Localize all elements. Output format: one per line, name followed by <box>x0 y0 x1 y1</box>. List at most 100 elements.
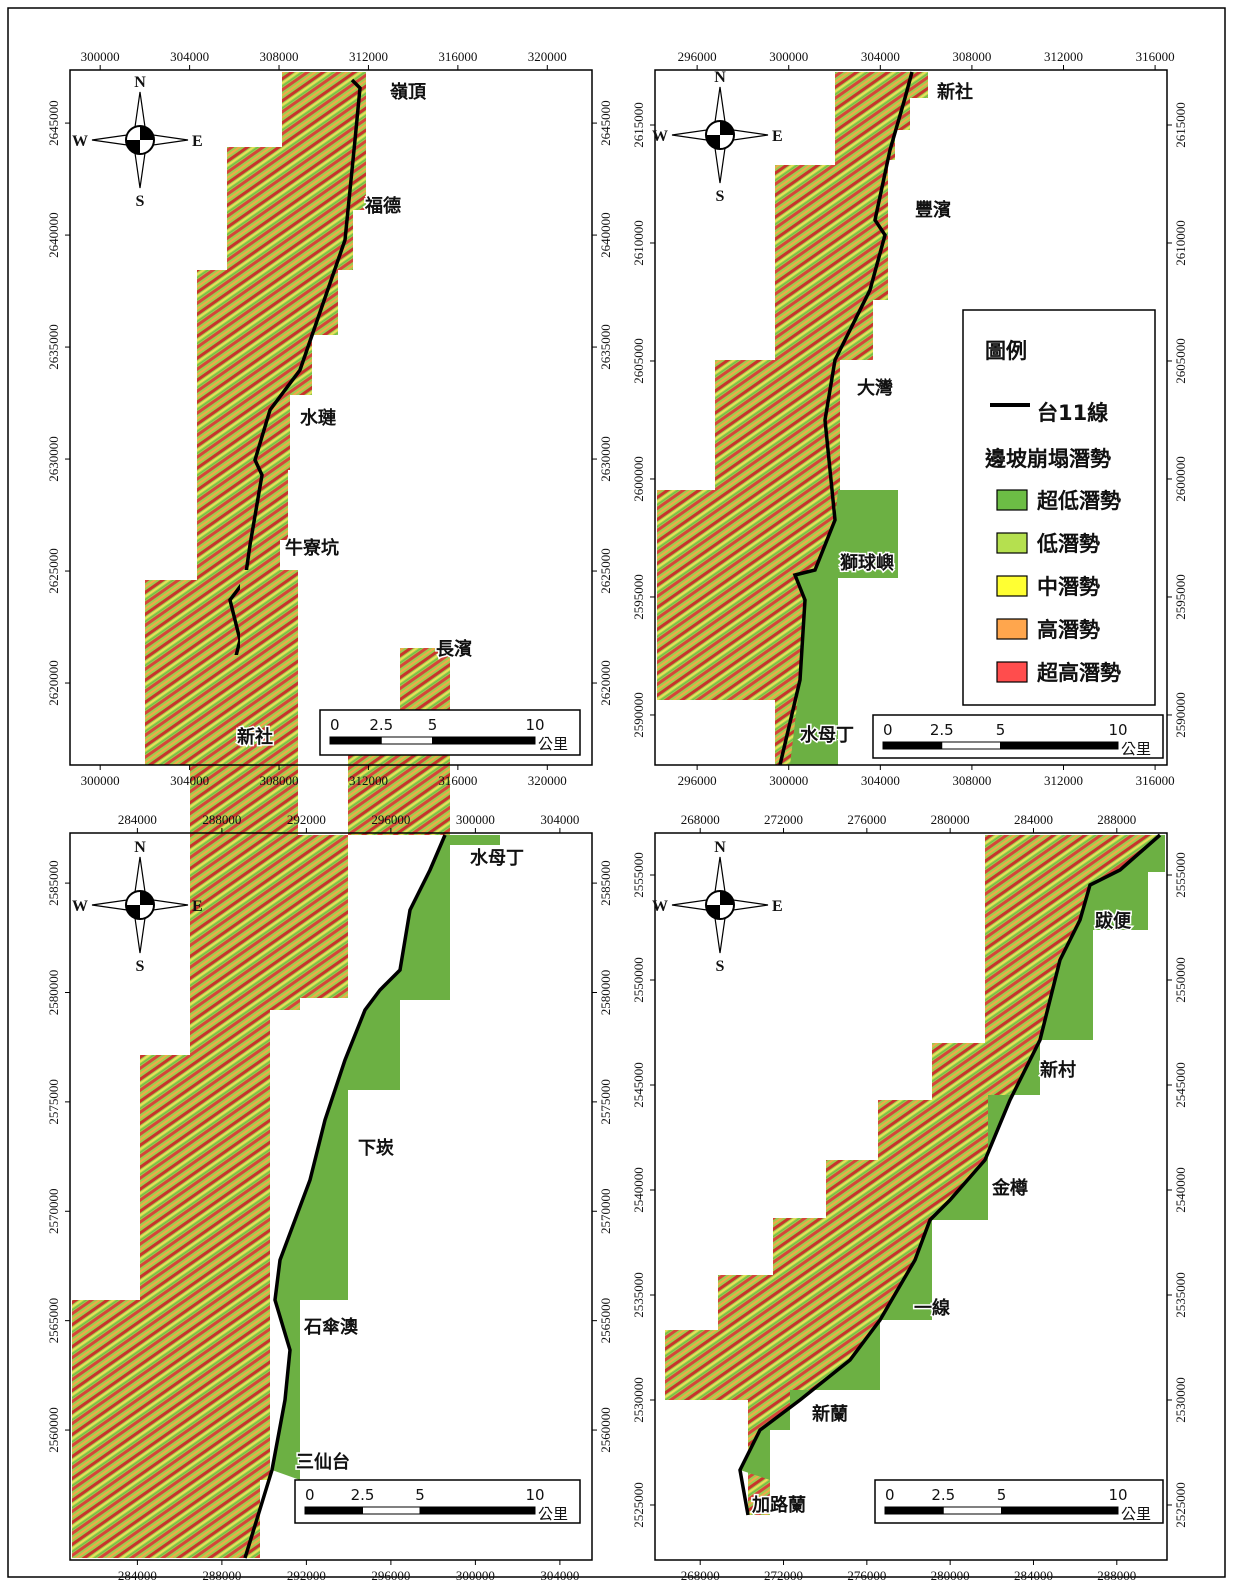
x-tick-label: 288000 <box>1097 1568 1136 1583</box>
x-tick-label: 280000 <box>931 812 970 827</box>
compass-w: W <box>652 898 668 915</box>
x-tick-label: 280000 <box>931 1568 970 1583</box>
compass-n: N <box>134 839 146 856</box>
scale-label: 2.5 <box>369 716 393 734</box>
legend-swatch <box>997 490 1027 510</box>
place-label: 水母丁 <box>470 847 524 869</box>
x-tick-label: 320000 <box>528 773 567 788</box>
scale-unit: 公里 <box>538 735 568 753</box>
x-tick-label: 304000 <box>861 49 900 64</box>
x-tick-label: 284000 <box>118 1568 157 1583</box>
scale-segment <box>381 737 432 744</box>
y-tick-label: 2545000 <box>631 1062 646 1108</box>
y-tick-label: 2615000 <box>631 102 646 148</box>
scale-segment <box>363 1507 421 1514</box>
x-tick-label: 296000 <box>371 812 410 827</box>
y-tick-label: 2595000 <box>1173 574 1188 620</box>
scale-label: 10 <box>525 1486 544 1504</box>
compass-s: S <box>136 193 145 210</box>
x-tick-label: 304000 <box>540 1568 579 1583</box>
y-tick-label: 2615000 <box>1173 102 1188 148</box>
scale-unit: 公里 <box>538 1505 568 1523</box>
x-tick-label: 296000 <box>678 773 717 788</box>
place-label: 大灣 <box>857 377 893 399</box>
y-tick-label: 2565000 <box>598 1298 613 1344</box>
x-tick-label: 296000 <box>678 49 717 64</box>
x-tick-label: 308000 <box>260 49 299 64</box>
x-tick-label: 276000 <box>847 812 886 827</box>
y-tick-label: 2630000 <box>598 436 613 482</box>
scale-label: 0 <box>330 716 340 734</box>
place-label: 新社 <box>237 726 273 748</box>
y-tick-label: 2625000 <box>598 548 613 594</box>
legend-swatch <box>997 576 1027 596</box>
x-tick-label: 308000 <box>952 49 991 64</box>
place-label: 新蘭 <box>812 1403 848 1425</box>
y-tick-label: 2560000 <box>598 1407 613 1453</box>
y-tick-label: 2605000 <box>631 338 646 384</box>
y-tick-label: 2605000 <box>1173 338 1188 384</box>
x-tick-label: 316000 <box>1136 49 1175 64</box>
legend-label: 超高潛勢 <box>1037 661 1121 685</box>
x-tick-label: 300000 <box>81 773 120 788</box>
place-label: 長濱 <box>436 638 472 660</box>
scale-label: 10 <box>1108 1486 1127 1504</box>
legend-label: 低潛勢 <box>1036 532 1100 556</box>
y-tick-label: 2550000 <box>1173 957 1188 1003</box>
x-tick-label: 312000 <box>1044 773 1083 788</box>
y-tick-label: 2630000 <box>46 436 61 482</box>
compass-s: S <box>136 958 145 975</box>
scale-label: 5 <box>997 1486 1007 1504</box>
y-tick-label: 2595000 <box>631 574 646 620</box>
legend-swatch <box>997 533 1027 553</box>
scale-bar: 02.5510公里 <box>320 710 580 755</box>
y-tick-label: 2540000 <box>1173 1167 1188 1213</box>
x-tick-label: 276000 <box>847 1568 886 1583</box>
scale-label: 5 <box>428 716 438 734</box>
y-tick-label: 2530000 <box>1173 1377 1188 1423</box>
y-tick-label: 2545000 <box>1173 1062 1188 1108</box>
y-tick-label: 2530000 <box>631 1377 646 1423</box>
compass-e: E <box>772 128 783 145</box>
x-tick-label: 296000 <box>371 1568 410 1583</box>
place-label: 福德 <box>364 195 401 217</box>
x-tick-label: 268000 <box>681 1568 720 1583</box>
y-tick-label: 2570000 <box>46 1189 61 1235</box>
scale-unit: 公里 <box>1121 1505 1151 1523</box>
legend-swatch <box>997 619 1027 639</box>
x-tick-label: 308000 <box>952 773 991 788</box>
scale-segment <box>1002 1507 1119 1514</box>
scale-segment <box>305 1507 363 1514</box>
y-tick-label: 2625000 <box>46 548 61 594</box>
place-label: 跋便 <box>1095 910 1132 932</box>
place-label: 新社 <box>937 81 973 103</box>
place-label: 嶺頂 <box>389 81 427 103</box>
compass-w: W <box>72 133 88 150</box>
y-tick-label: 2560000 <box>46 1407 61 1453</box>
y-tick-label: 2600000 <box>1173 456 1188 502</box>
y-tick-label: 2585000 <box>46 860 61 906</box>
compass-n: N <box>714 69 726 86</box>
place-label: 水璉 <box>300 407 337 429</box>
compass-s: S <box>716 958 725 975</box>
scale-segment <box>330 737 381 744</box>
x-tick-label: 288000 <box>1097 812 1136 827</box>
y-tick-label: 2540000 <box>631 1167 646 1213</box>
scale-bar: 02.5510公里 <box>873 715 1163 758</box>
terrain-area <box>657 72 928 765</box>
y-tick-label: 2610000 <box>1173 220 1188 266</box>
legend-label: 高潛勢 <box>1037 618 1100 642</box>
y-tick-label: 2535000 <box>1173 1272 1188 1318</box>
x-tick-label: 312000 <box>1044 49 1083 64</box>
y-tick-label: 2620000 <box>46 660 61 706</box>
place-label: 三仙台 <box>296 1451 350 1473</box>
scale-segment <box>420 1507 535 1514</box>
scale-label: 0 <box>883 721 893 739</box>
legend-title: 圖例 <box>985 339 1027 363</box>
compass-e: E <box>192 133 203 150</box>
compass-w: W <box>72 898 88 915</box>
x-tick-label: 292000 <box>287 812 326 827</box>
legend-swatch <box>997 662 1027 682</box>
